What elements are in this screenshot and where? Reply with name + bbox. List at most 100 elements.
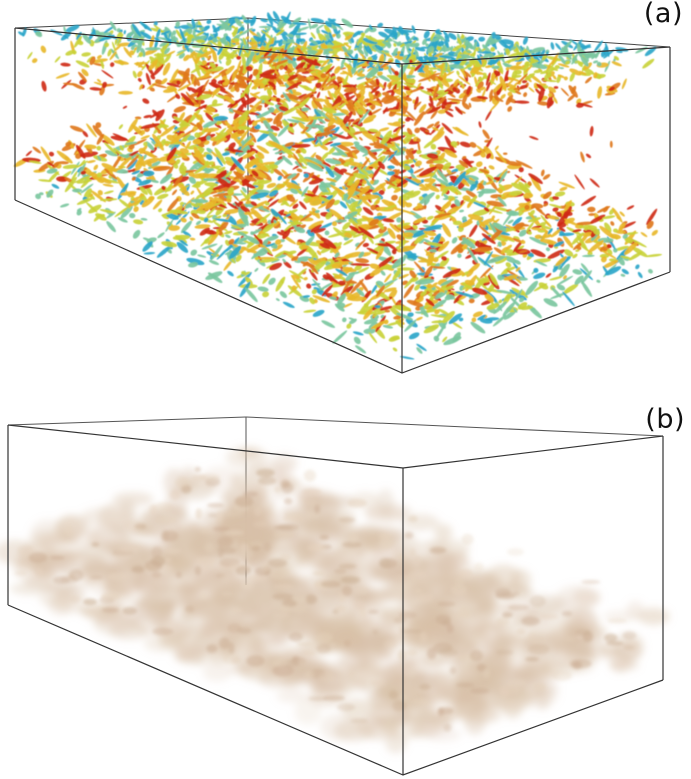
- vortex-tube: [554, 191, 566, 197]
- vortex-tube: [254, 256, 275, 260]
- vortex-tube: [576, 245, 582, 251]
- vortex-tube: [391, 194, 398, 201]
- vortex-tube: [298, 122, 306, 130]
- vortex-tube: [130, 138, 147, 147]
- vortex-tube: [602, 215, 616, 220]
- vortex-tube: [564, 249, 574, 257]
- vortex-tube: [308, 220, 324, 230]
- cloud-puff: [213, 586, 256, 607]
- vortex-tube: [190, 249, 198, 256]
- vortex-tube: [485, 109, 492, 121]
- vortex-tube: [363, 98, 370, 103]
- cloud-detail: [234, 496, 254, 507]
- vortex-tube: [154, 36, 159, 50]
- vortex-tube: [523, 92, 528, 98]
- vortex-tube: [553, 241, 565, 247]
- vortex-tube: [101, 69, 114, 79]
- vortex-tube: [229, 131, 243, 147]
- vortex-tube: [379, 306, 393, 311]
- vortex-tube: [427, 45, 434, 54]
- vortex-tube: [631, 246, 648, 258]
- vortex-tube: [520, 240, 526, 244]
- vortex-tube: [462, 237, 476, 249]
- vortex-tube: [495, 150, 507, 164]
- vortex-tube: [500, 93, 506, 100]
- vortex-tube: [279, 291, 288, 299]
- cloud-detail: [436, 648, 458, 657]
- vortex-tube: [224, 121, 234, 132]
- vortex-tube: [89, 87, 102, 91]
- vortex-tube: [372, 179, 380, 186]
- vortex-tube: [284, 142, 295, 147]
- vortex-tube: [46, 189, 54, 198]
- vortex-tube: [140, 135, 151, 140]
- vortex-tube: [235, 166, 246, 174]
- vortex-tube: [241, 271, 246, 275]
- vortex-tube: [343, 174, 354, 184]
- vortex-tube: [182, 230, 192, 237]
- vortex-tube: [388, 82, 392, 90]
- vortex-tube: [331, 112, 348, 116]
- vortex-tube: [201, 243, 218, 250]
- vortex-tube: [22, 27, 27, 37]
- cloud-puff: [238, 448, 261, 459]
- cloud-detail: [221, 591, 233, 597]
- vortex-tube: [166, 85, 178, 92]
- vortex-tube: [251, 247, 266, 260]
- vortex-tube: [213, 115, 229, 121]
- vortex-tube: [289, 98, 305, 105]
- vortex-tube: [93, 164, 99, 171]
- vortex-tube: [80, 183, 94, 194]
- vortex-tube: [466, 50, 472, 54]
- vortex-tube: [559, 186, 568, 192]
- cloud-detail: [582, 631, 593, 642]
- vortex-tube: [327, 90, 334, 101]
- vortex-tube: [238, 75, 251, 81]
- cloud-detail: [194, 565, 202, 576]
- cloud-puff: [298, 613, 329, 629]
- vortex-tube: [294, 226, 306, 234]
- vortex-tube: [337, 81, 343, 85]
- vortex-tube: [150, 74, 156, 80]
- vortex-tube: [240, 197, 252, 202]
- vortex-tube: [269, 43, 277, 47]
- vortex-tube: [217, 178, 231, 188]
- vortex-tube: [59, 203, 70, 208]
- vortex-tube: [39, 192, 44, 196]
- vortex-tube: [404, 319, 417, 332]
- vortex-tube: [430, 109, 438, 120]
- vortex-tube: [321, 152, 329, 161]
- vortex-tube: [332, 330, 348, 344]
- vortex-tube: [515, 267, 521, 272]
- vortex-tube: [275, 298, 280, 301]
- vortex-tube: [251, 91, 261, 96]
- vortex-tube: [452, 220, 463, 226]
- vortex-tube: [238, 43, 243, 57]
- cloud-puff: [321, 552, 355, 567]
- cloud-detail: [338, 563, 357, 569]
- vortex-tube: [214, 131, 228, 141]
- vortex-tube: [461, 216, 467, 221]
- vortex-tube: [343, 292, 356, 299]
- vortex-tube: [572, 229, 582, 233]
- cloud-detail: [527, 631, 536, 643]
- vortex-tube: [347, 39, 352, 45]
- vortex-tube: [197, 254, 207, 258]
- vortex-tube: [368, 128, 379, 133]
- vortex-tube: [190, 202, 199, 208]
- vortex-tube: [196, 200, 214, 212]
- cloud-puff: [387, 552, 413, 580]
- vortex-tube: [576, 42, 582, 58]
- vortex-tube: [150, 179, 159, 183]
- vortex-tube: [563, 283, 579, 294]
- cloud-detail: [240, 543, 249, 552]
- vortex-tube: [311, 289, 318, 295]
- vortex-tube: [613, 228, 619, 233]
- vortex-tube: [296, 247, 308, 257]
- vortex-tube: [396, 41, 402, 47]
- vortex-tube: [426, 153, 439, 159]
- vortex-tube: [418, 166, 437, 177]
- vortex-tube: [140, 217, 148, 221]
- vortex-tube: [203, 127, 220, 133]
- vortex-tube: [406, 190, 421, 199]
